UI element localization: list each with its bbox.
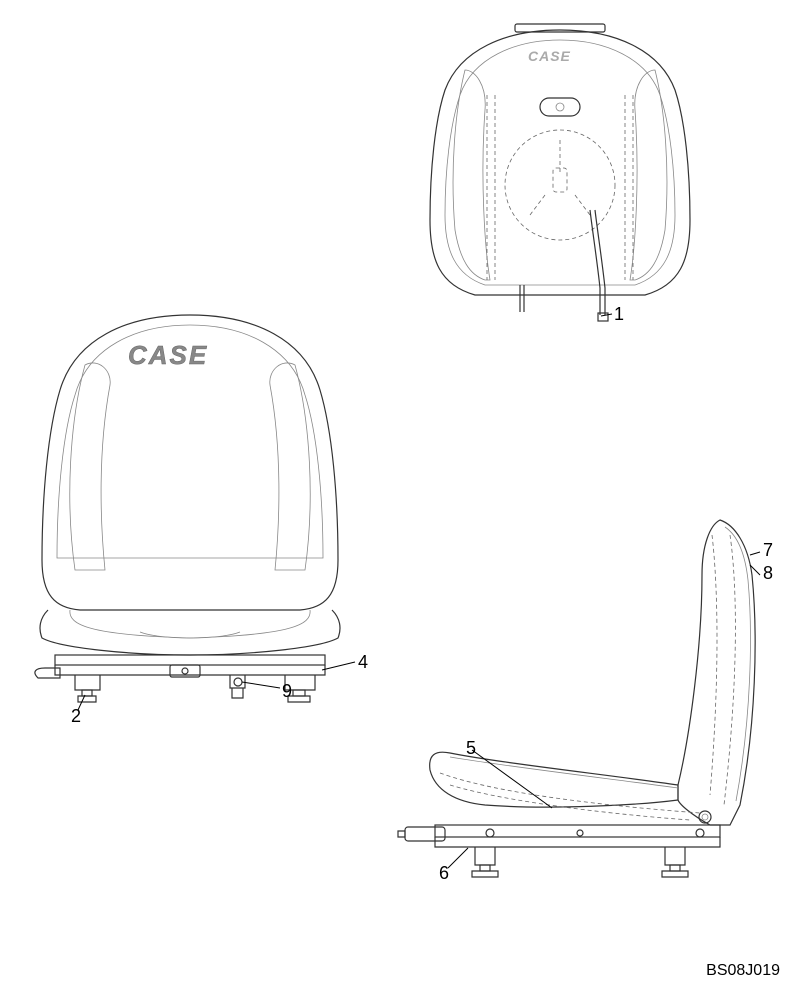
drawing-code: BS08J019 <box>706 962 780 980</box>
diagram-svg: .ln { fill: none; stroke: #333; stroke-w… <box>0 0 808 1000</box>
callout-2: 2 <box>71 706 81 727</box>
brand-label-back: CASE <box>528 48 571 64</box>
callout-6: 6 <box>439 863 449 884</box>
callout-5: 5 <box>466 738 476 759</box>
callout-7: 7 <box>763 540 773 561</box>
callout-4: 4 <box>358 652 368 673</box>
callout-8: 8 <box>763 563 773 584</box>
brand-label-front: CASE <box>128 340 208 371</box>
technical-diagram: .ln { fill: none; stroke: #333; stroke-w… <box>0 0 808 1000</box>
callout-9: 9 <box>282 681 292 702</box>
callout-1: 1 <box>614 304 624 325</box>
